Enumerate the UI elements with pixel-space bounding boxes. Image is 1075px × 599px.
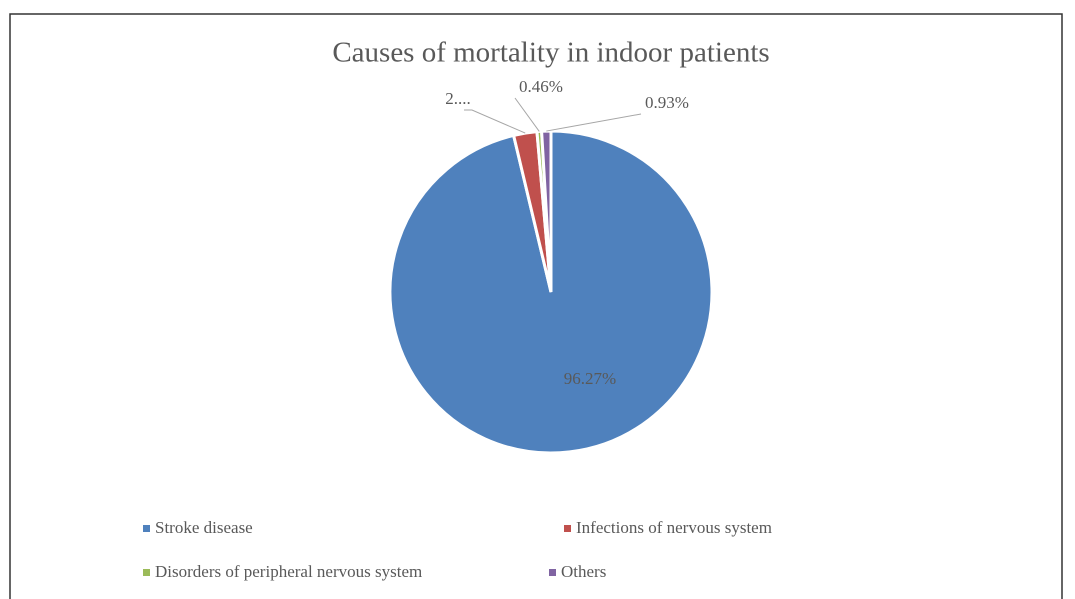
legend-label: Disorders of peripheral nervous system: [155, 562, 422, 581]
data-label: 0.93%: [645, 93, 689, 112]
data-label: 0.46%: [519, 77, 563, 96]
legend-label: Stroke disease: [155, 518, 253, 537]
legend-label: Others: [561, 562, 606, 581]
leader-line: [546, 113, 642, 132]
chart-title: Causes of mortality in indoor patients: [332, 37, 769, 69]
data-label: 2....: [445, 89, 471, 108]
leader-line: [514, 97, 540, 132]
legend-swatch: [143, 525, 150, 532]
legend-swatch: [549, 569, 556, 576]
legend-swatch: [143, 569, 150, 576]
data-label: 96.27%: [564, 369, 616, 388]
legend-label: Infections of nervous system: [576, 518, 772, 537]
leader-line: [464, 109, 526, 134]
legend-swatch: [564, 525, 571, 532]
